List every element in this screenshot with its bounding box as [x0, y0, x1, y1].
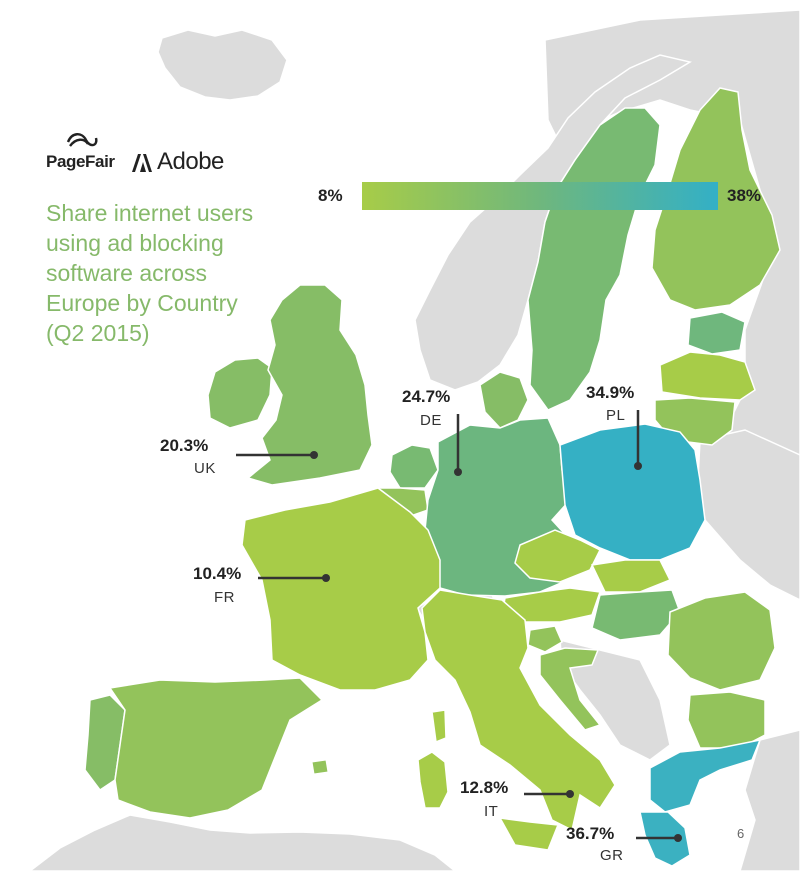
land-iceland	[157, 29, 288, 101]
pagefair-swirl-icon	[66, 133, 98, 147]
callout-percent-gr: 36.7%	[566, 824, 615, 843]
title-line: using ad blocking	[46, 230, 224, 256]
callout-country-pl: PL	[606, 407, 626, 424]
title-line: Europe by Country	[46, 290, 238, 316]
callout-dot-fr	[322, 574, 330, 582]
callout-country-it: IT	[484, 803, 499, 820]
chart-title: Share internet users using ad blocking s…	[46, 198, 286, 348]
callout-percent-de: 24.7%	[402, 387, 451, 406]
legend-min-label: 8%	[318, 186, 343, 205]
country-slovakia	[590, 559, 672, 593]
country-greece	[649, 738, 762, 813]
callout-percent-it: 12.8%	[460, 778, 509, 797]
adobe-a-icon	[132, 154, 152, 172]
map-land-layer	[28, 9, 800, 871]
country-corsica	[431, 709, 447, 744]
land-norway	[414, 54, 692, 391]
country-czechia	[514, 529, 602, 583]
country-romania	[667, 591, 776, 691]
title-line: software across	[46, 260, 208, 286]
country-estonia	[687, 311, 746, 355]
callout-dot-uk	[310, 451, 318, 459]
callout-dot-it	[566, 790, 574, 798]
legend-max-label: 38%	[727, 186, 762, 205]
callout-country-uk: UK	[194, 460, 216, 477]
country-ireland	[207, 357, 273, 429]
country-hungary	[591, 589, 681, 641]
country-poland	[559, 423, 706, 561]
callout-country-gr: GR	[600, 847, 624, 864]
land-turkey	[739, 729, 800, 871]
title-line: (Q2 2015)	[46, 320, 150, 346]
land-east-europe	[697, 429, 800, 601]
land-north-africa	[28, 814, 457, 871]
country-sicily	[498, 817, 560, 851]
country-denmark	[479, 371, 529, 429]
country-france	[241, 487, 441, 691]
country-latvia	[659, 351, 756, 401]
map-number: 6	[737, 826, 745, 841]
title-line: Share internet users	[46, 200, 254, 226]
country-spain	[108, 677, 324, 819]
country-italy	[421, 589, 616, 832]
adobe-logo-text: Adobe	[157, 148, 224, 175]
callout-dot-de	[454, 468, 462, 476]
country-uk	[246, 284, 373, 486]
country-bulgaria	[687, 691, 766, 749]
callout-percent-fr: 10.4%	[193, 564, 242, 583]
callout-percent-pl: 34.9%	[586, 383, 635, 402]
callout-dot-pl	[634, 462, 642, 470]
country-croatia	[539, 647, 602, 731]
callout-dot-gr	[674, 834, 682, 842]
logos: PageFair Adobe	[46, 130, 246, 180]
country-sardinia	[417, 751, 449, 809]
callout-lines-layer	[236, 410, 682, 842]
country-mallorca	[311, 759, 329, 775]
callout-country-de: DE	[420, 412, 442, 429]
country-netherlands	[389, 444, 439, 489]
callout-percent-uk: 20.3%	[160, 436, 209, 455]
pagefair-logo-text: PageFair	[46, 152, 115, 171]
callout-country-fr: FR	[214, 589, 235, 606]
legend-color-scale	[362, 182, 718, 210]
country-slovenia	[527, 625, 563, 653]
